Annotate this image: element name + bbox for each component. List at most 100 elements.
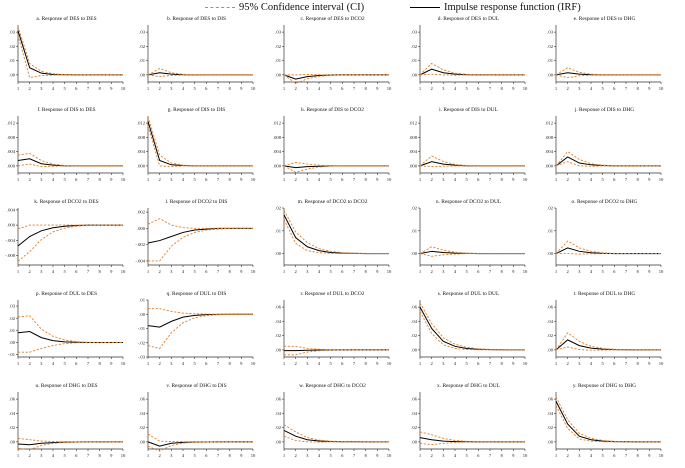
x-tick-label: 1 <box>283 86 286 91</box>
x-tick-label: 9 <box>512 177 515 182</box>
x-tick-label: 10 <box>251 361 256 366</box>
ci-upper-line <box>555 396 661 443</box>
y-tick-label: .02 <box>275 44 281 49</box>
x-tick-label: 1 <box>17 86 20 91</box>
panel-title: u. Response of DHG to DES <box>36 382 98 389</box>
x-tick-label: 7 <box>353 86 356 91</box>
x-tick-label: 8 <box>365 177 368 182</box>
y-tick-label: .03 <box>9 30 15 35</box>
x-tick-label: 7 <box>489 86 492 91</box>
x-tick-label: 7 <box>489 361 492 366</box>
x-tick-label: 10 <box>121 453 126 458</box>
panel-title: r. Response of DUL to DCO2 <box>301 290 365 297</box>
x-tick-label: 10 <box>121 177 126 182</box>
x-tick-label: 7 <box>217 177 220 182</box>
y-tick-label: .02 <box>275 206 281 211</box>
panel-4: d. Response of DES to DUL .00 .01 .02 .03 1 2 3… <box>411 15 528 91</box>
irf-line <box>419 161 525 167</box>
y-tick-label: .00 <box>411 72 417 77</box>
x-tick-label: 1 <box>17 177 20 182</box>
y-tick-label: .04 <box>9 411 15 416</box>
x-tick-label: 3 <box>306 269 309 274</box>
x-tick-label: 6 <box>75 269 78 274</box>
x-tick-label: 4 <box>182 361 185 366</box>
x-tick-label: 6 <box>75 177 78 182</box>
y-tick-label: .004 <box>7 149 16 154</box>
ci-lower-line <box>555 346 661 351</box>
x-tick-label: 9 <box>512 453 515 458</box>
irf-line <box>419 306 525 351</box>
y-tick-label: -.01 <box>138 326 146 331</box>
panel-title: i. Response of DIS to DUL <box>439 106 498 113</box>
x-tick-label: 8 <box>229 86 232 91</box>
x-tick-label: 9 <box>512 86 515 91</box>
x-tick-label: 6 <box>75 86 78 91</box>
x-tick-label: 7 <box>217 453 220 458</box>
x-tick-label: 5 <box>602 361 605 366</box>
y-tick-label: .01 <box>275 228 281 233</box>
y-tick-label: .03 <box>547 30 553 35</box>
x-tick-label: 6 <box>205 453 208 458</box>
x-tick-label: 7 <box>87 361 90 366</box>
y-tick-label: -.004 <box>135 259 145 264</box>
panel-12: l. Response of DCO2 to DIS -.004 -.002 .000… <box>135 198 256 274</box>
x-tick-label: 7 <box>489 453 492 458</box>
x-tick-label: 3 <box>578 86 581 91</box>
y-tick-label: .04 <box>275 319 281 324</box>
ci-upper-line <box>555 67 661 76</box>
ci-upper-line <box>284 345 389 351</box>
y-tick-label: -.01 <box>8 352 16 357</box>
ci-upper-line <box>283 210 389 255</box>
x-tick-label: 5 <box>194 177 197 182</box>
x-tick-label: 5 <box>466 453 469 458</box>
y-tick-label: .00 <box>547 251 553 256</box>
irf-line <box>17 30 123 76</box>
x-tick-label: 2 <box>567 177 570 182</box>
x-tick-label: 10 <box>387 269 392 274</box>
x-tick-label: 3 <box>578 269 581 274</box>
x-tick-label: 4 <box>52 177 55 182</box>
x-tick-label: 4 <box>454 86 457 91</box>
x-tick-label: 1 <box>555 177 558 182</box>
x-tick-label: 5 <box>194 86 197 91</box>
panel-title: s. Response of DUL to DUL <box>438 290 500 297</box>
irf-line <box>555 156 661 167</box>
x-tick-label: 2 <box>431 269 434 274</box>
x-tick-label: 5 <box>466 361 469 366</box>
x-tick-label: 2 <box>431 361 434 366</box>
y-tick-label: .00 <box>139 72 145 77</box>
y-tick-label: .000 <box>7 223 16 228</box>
x-tick-label: 8 <box>637 269 640 274</box>
x-tick-label: 8 <box>637 361 640 366</box>
x-tick-label: 6 <box>477 269 480 274</box>
x-tick-label: 5 <box>330 269 333 274</box>
x-tick-label: 2 <box>29 269 32 274</box>
x-tick-label: 5 <box>602 453 605 458</box>
y-tick-label: .03 <box>275 30 281 35</box>
x-tick-label: 1 <box>147 453 150 458</box>
x-tick-label: 9 <box>110 177 113 182</box>
panel-title: w. Response of DHG to DCO2 <box>299 382 366 389</box>
panel-title: v. Response of DHG to DIS <box>166 382 226 389</box>
x-tick-label: 9 <box>110 269 113 274</box>
x-tick-label: 4 <box>318 177 321 182</box>
panel-title: g. Response of DIS to DIS <box>168 106 226 113</box>
y-tick-label: .004 <box>545 149 554 154</box>
y-tick-label: .02 <box>9 44 15 49</box>
panel-title: f. Response of DIS to DES <box>37 106 95 113</box>
x-tick-label: 6 <box>341 86 344 91</box>
x-tick-label: 4 <box>454 177 457 182</box>
y-tick-label: .03 <box>411 30 417 35</box>
y-tick-label: .01 <box>275 58 281 63</box>
ci-upper-line <box>419 62 525 76</box>
y-tick-label: .06 <box>411 397 417 402</box>
x-tick-label: 2 <box>567 86 570 91</box>
x-tick-label: 8 <box>229 453 232 458</box>
x-tick-label: 10 <box>121 269 126 274</box>
y-tick-label: .04 <box>547 411 553 416</box>
x-tick-label: 10 <box>387 361 392 366</box>
ci-lower-line <box>555 405 661 443</box>
y-tick-label: .02 <box>547 206 553 211</box>
x-tick-label: 3 <box>40 453 43 458</box>
ci-upper-line <box>555 332 661 351</box>
